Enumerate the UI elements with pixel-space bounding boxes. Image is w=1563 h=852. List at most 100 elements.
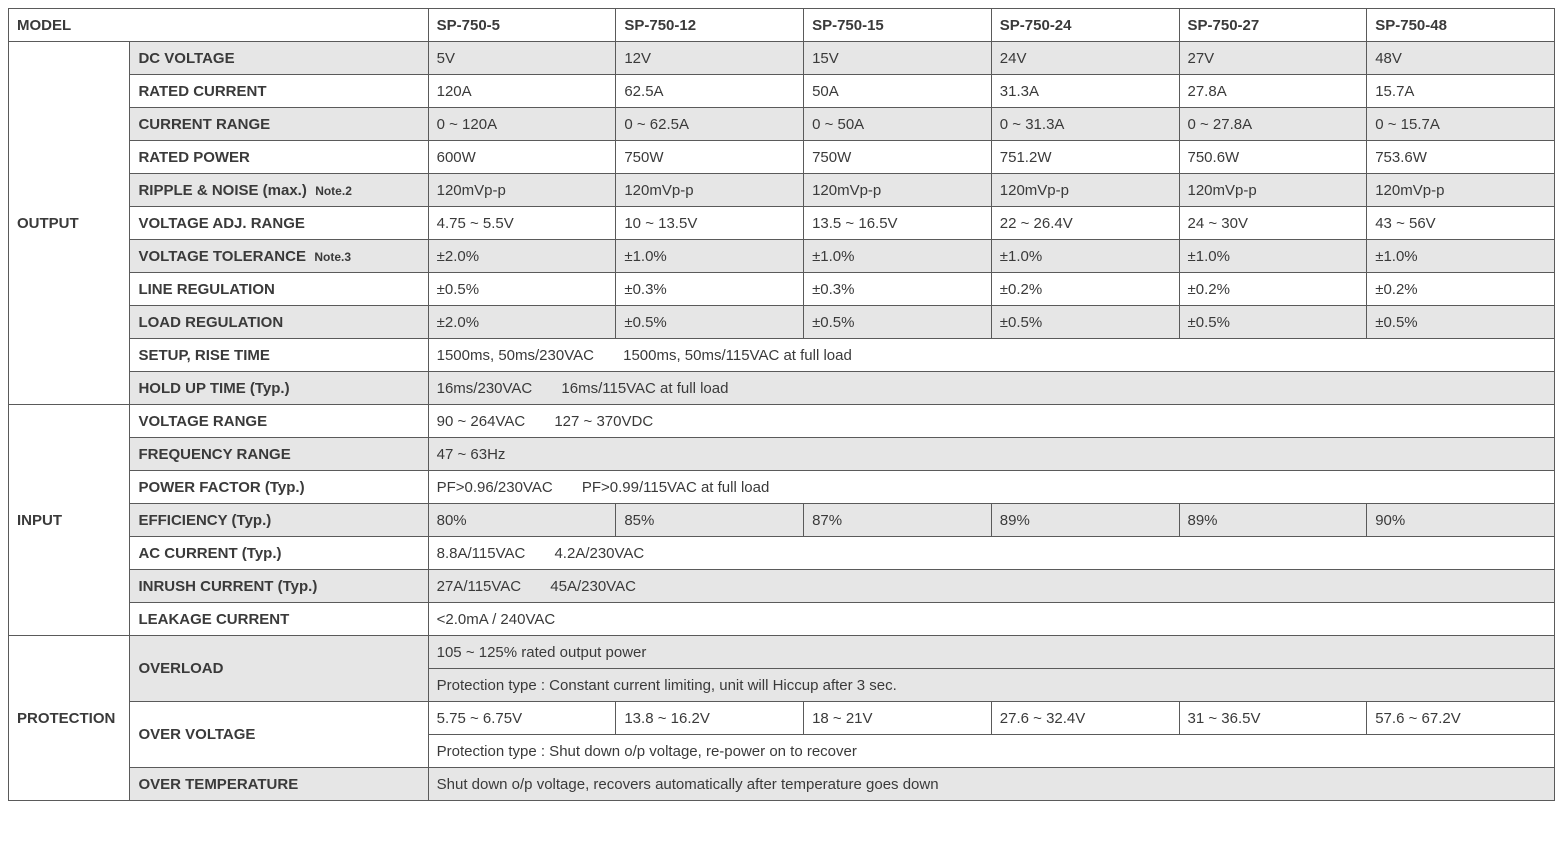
cell: ±2.0%	[428, 240, 616, 273]
cell: 0 ~ 15.7A	[1367, 108, 1555, 141]
row-setup-rise: SETUP, RISE TIME 1500ms, 50ms/230VAC 150…	[9, 339, 1555, 372]
model-label: MODEL	[9, 9, 429, 42]
cell: 5V	[428, 42, 616, 75]
lbl-rated-power: RATED POWER	[130, 141, 428, 174]
lbl-dc-voltage: DC VOLTAGE	[130, 42, 428, 75]
cell: 0 ~ 27.8A	[1179, 108, 1367, 141]
cell: 43 ~ 56V	[1367, 207, 1555, 240]
cell: 50A	[804, 75, 992, 108]
cell: 89%	[991, 504, 1179, 537]
lbl-power-factor: POWER FACTOR (Typ.)	[130, 471, 428, 504]
cell: 27.8A	[1179, 75, 1367, 108]
lbl-ripple-noise: RIPPLE & NOISE (max.) Note.2	[130, 174, 428, 207]
lbl-leakage: LEAKAGE CURRENT	[130, 603, 428, 636]
cell: ±0.2%	[991, 273, 1179, 306]
cell: 120mVp-p	[428, 174, 616, 207]
cell: ±0.5%	[1179, 306, 1367, 339]
lbl-voltage-tol: VOLTAGE TOLERANCE Note.3	[130, 240, 428, 273]
cell: ±0.5%	[428, 273, 616, 306]
row-voltage-range: INPUT VOLTAGE RANGE 90 ~ 264VAC 127 ~ 37…	[9, 405, 1555, 438]
cell: ±1.0%	[1179, 240, 1367, 273]
cell: 13.8 ~ 16.2V	[616, 702, 804, 735]
spec-table: MODEL SP-750-5 SP-750-12 SP-750-15 SP-75…	[8, 8, 1555, 801]
cell: 750.6W	[1179, 141, 1367, 174]
cell: 90 ~ 264VAC 127 ~ 370VDC	[428, 405, 1554, 438]
lbl-overload: OVERLOAD	[130, 636, 428, 702]
cell: 22 ~ 26.4V	[991, 207, 1179, 240]
row-ripple-noise: RIPPLE & NOISE (max.) Note.2 120mVp-p 12…	[9, 174, 1555, 207]
cell: Shut down o/p voltage, recovers automati…	[428, 768, 1554, 801]
header-row: MODEL SP-750-5 SP-750-12 SP-750-15 SP-75…	[9, 9, 1555, 42]
cell: 27.6 ~ 32.4V	[991, 702, 1179, 735]
cell: ±0.3%	[804, 273, 992, 306]
cell: 24V	[991, 42, 1179, 75]
row-rated-power: RATED POWER 600W 750W 750W 751.2W 750.6W…	[9, 141, 1555, 174]
cell: ±0.5%	[616, 306, 804, 339]
cell: 31.3A	[991, 75, 1179, 108]
row-freq-range: FREQUENCY RANGE 47 ~ 63Hz	[9, 438, 1555, 471]
cell: Protection type : Shut down o/p voltage,…	[428, 735, 1554, 768]
cell: 105 ~ 125% rated output power	[428, 636, 1554, 669]
lbl-voltage-adj: VOLTAGE ADJ. RANGE	[130, 207, 428, 240]
cell: ±1.0%	[804, 240, 992, 273]
lbl-freq-range: FREQUENCY RANGE	[130, 438, 428, 471]
row-overload-1: PROTECTION OVERLOAD 105 ~ 125% rated out…	[9, 636, 1555, 669]
cell: 10 ~ 13.5V	[616, 207, 804, 240]
cell: 62.5A	[616, 75, 804, 108]
cell: 16ms/230VAC 16ms/115VAC at full load	[428, 372, 1554, 405]
row-over-temp: OVER TEMPERATURE Shut down o/p voltage, …	[9, 768, 1555, 801]
cell: 48V	[1367, 42, 1555, 75]
cell: ±1.0%	[1367, 240, 1555, 273]
row-load-reg: LOAD REGULATION ±2.0% ±0.5% ±0.5% ±0.5% …	[9, 306, 1555, 339]
row-current-range: CURRENT RANGE 0 ~ 120A 0 ~ 62.5A 0 ~ 50A…	[9, 108, 1555, 141]
cell: ±0.2%	[1179, 273, 1367, 306]
model-col-0: SP-750-5	[428, 9, 616, 42]
group-protection: PROTECTION	[9, 636, 130, 801]
lbl-ac-current: AC CURRENT (Typ.)	[130, 537, 428, 570]
model-col-5: SP-750-48	[1367, 9, 1555, 42]
cell: 0 ~ 31.3A	[991, 108, 1179, 141]
lbl-setup-rise: SETUP, RISE TIME	[130, 339, 428, 372]
row-rated-current: RATED CURRENT 120A 62.5A 50A 31.3A 27.8A…	[9, 75, 1555, 108]
cell: 0 ~ 62.5A	[616, 108, 804, 141]
cell: ±0.5%	[804, 306, 992, 339]
row-holdup: HOLD UP TIME (Typ.) 16ms/230VAC 16ms/115…	[9, 372, 1555, 405]
cell: 12V	[616, 42, 804, 75]
cell: 120mVp-p	[616, 174, 804, 207]
cell: ±2.0%	[428, 306, 616, 339]
cell: 27V	[1179, 42, 1367, 75]
row-voltage-adj: VOLTAGE ADJ. RANGE 4.75 ~ 5.5V 10 ~ 13.5…	[9, 207, 1555, 240]
cell: 5.75 ~ 6.75V	[428, 702, 616, 735]
model-col-4: SP-750-27	[1179, 9, 1367, 42]
cell: 120mVp-p	[1179, 174, 1367, 207]
model-col-1: SP-750-12	[616, 9, 804, 42]
cell: 600W	[428, 141, 616, 174]
row-ac-current: AC CURRENT (Typ.) 8.8A/115VAC 4.2A/230VA…	[9, 537, 1555, 570]
cell: ±1.0%	[616, 240, 804, 273]
cell: PF>0.96/230VAC PF>0.99/115VAC at full lo…	[428, 471, 1554, 504]
row-line-reg: LINE REGULATION ±0.5% ±0.3% ±0.3% ±0.2% …	[9, 273, 1555, 306]
lbl-holdup: HOLD UP TIME (Typ.)	[130, 372, 428, 405]
cell: 8.8A/115VAC 4.2A/230VAC	[428, 537, 1554, 570]
cell: 120mVp-p	[804, 174, 992, 207]
row-inrush: INRUSH CURRENT (Typ.) 27A/115VAC 45A/230…	[9, 570, 1555, 603]
model-col-3: SP-750-24	[991, 9, 1179, 42]
cell: 120A	[428, 75, 616, 108]
cell: 0 ~ 120A	[428, 108, 616, 141]
cell: 4.75 ~ 5.5V	[428, 207, 616, 240]
lbl-voltage-range: VOLTAGE RANGE	[130, 405, 428, 438]
lbl-efficiency: EFFICIENCY (Typ.)	[130, 504, 428, 537]
cell: 13.5 ~ 16.5V	[804, 207, 992, 240]
cell: 47 ~ 63Hz	[428, 438, 1554, 471]
group-output: OUTPUT	[9, 42, 130, 405]
cell: 120mVp-p	[1367, 174, 1555, 207]
cell: 751.2W	[991, 141, 1179, 174]
cell: 27A/115VAC 45A/230VAC	[428, 570, 1554, 603]
model-col-2: SP-750-15	[804, 9, 992, 42]
cell: 90%	[1367, 504, 1555, 537]
cell: ±0.3%	[616, 273, 804, 306]
cell: 31 ~ 36.5V	[1179, 702, 1367, 735]
row-voltage-tol: VOLTAGE TOLERANCE Note.3 ±2.0% ±1.0% ±1.…	[9, 240, 1555, 273]
cell: 57.6 ~ 67.2V	[1367, 702, 1555, 735]
cell: 15V	[804, 42, 992, 75]
